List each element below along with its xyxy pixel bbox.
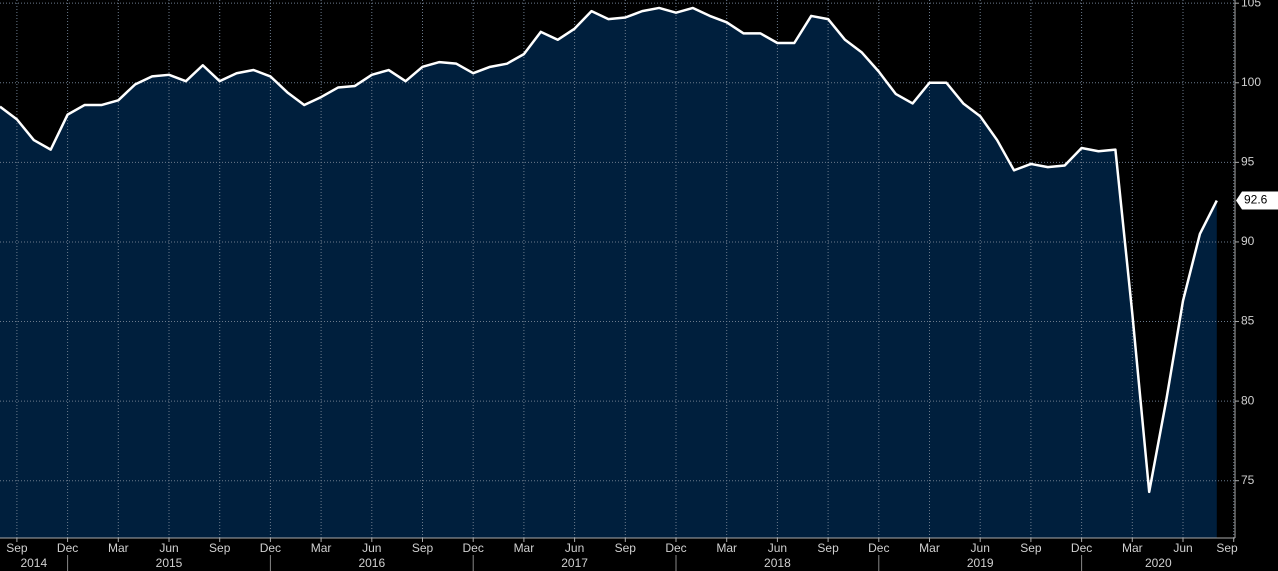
year-label: 2019: [967, 556, 994, 570]
year-label: 2016: [358, 556, 385, 570]
year-label: 2020: [1145, 556, 1172, 570]
area-fill: [0, 7, 1217, 539]
last-value-label: 92.6: [1244, 193, 1268, 207]
x-tick-label: Sep: [412, 541, 434, 555]
y-tick-label: 90: [1241, 234, 1255, 248]
x-tick-label: Dec: [1071, 541, 1092, 555]
x-tick-label: Jun: [1173, 541, 1192, 555]
year-label: 2018: [764, 556, 791, 570]
y-tick-label: 75: [1241, 473, 1255, 487]
x-tick-label: Sep: [1216, 541, 1238, 555]
x-tick-label: Mar: [311, 541, 332, 555]
line: [0, 6, 1218, 494]
x-tick-label: Sep: [817, 541, 839, 555]
x-tick-label: Mar: [514, 541, 535, 555]
x-tick-label: Jun: [159, 541, 178, 555]
x-tick-label: Mar: [716, 541, 737, 555]
year-label: 2017: [561, 556, 588, 570]
x-tick-label: Mar: [108, 541, 129, 555]
x-tick-label: Sep: [615, 541, 637, 555]
x-tick-label: Mar: [1122, 541, 1143, 555]
y-tick-label: 85: [1241, 314, 1255, 328]
x-tick-label: Dec: [260, 541, 281, 555]
x-tick-label: Jun: [565, 541, 584, 555]
x-tick-label: Sep: [209, 541, 231, 555]
year-label: 2014: [20, 556, 47, 570]
last-value-box: [1236, 191, 1278, 210]
x-tick-label: Sep: [1020, 541, 1042, 555]
x-tick-label: Dec: [665, 541, 686, 555]
x-tick-label: Dec: [57, 541, 78, 555]
x-tick-label: Dec: [463, 541, 484, 555]
y-tick-label: 95: [1241, 155, 1255, 169]
x-tick-label: Jun: [971, 541, 990, 555]
x-tick-label: Mar: [919, 541, 940, 555]
x-tick-label: Jun: [768, 541, 787, 555]
y-tick-label: 80: [1241, 393, 1255, 407]
y-tick-label: 100: [1241, 75, 1261, 89]
y-tick-label: 105: [1241, 0, 1261, 9]
x-tick-label: Sep: [6, 541, 28, 555]
x-tick-label: Dec: [868, 541, 889, 555]
year-label: 2015: [156, 556, 183, 570]
x-tick-label: Jun: [362, 541, 381, 555]
